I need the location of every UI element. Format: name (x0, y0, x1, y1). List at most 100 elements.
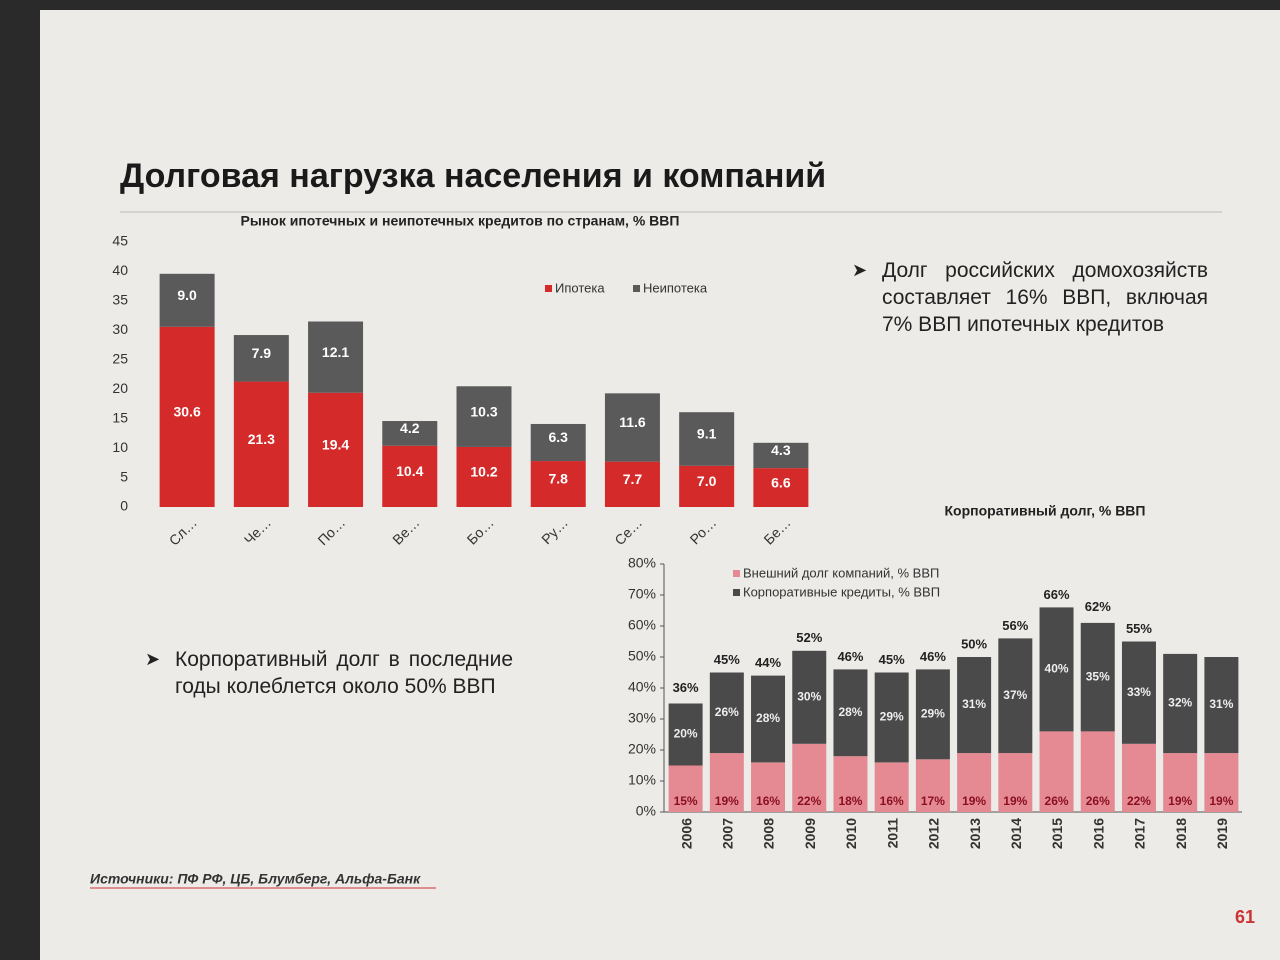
value-label: 19% (962, 794, 986, 808)
value-label: 10.2 (470, 464, 497, 480)
source: Источники: ПФ РФ, ЦБ, Блумберг, Альфа-Ба… (90, 871, 421, 887)
value-label: 19% (1209, 794, 1233, 808)
total-label: 66% (1044, 587, 1070, 602)
x-tick-label: 2007 (720, 818, 736, 849)
y-tick-label: 50% (628, 648, 656, 664)
total-label: 52% (796, 630, 822, 645)
value-label: 10.4 (396, 463, 423, 479)
bar-segment (1121, 743, 1156, 812)
page-number: 61 (1235, 907, 1255, 927)
value-label: 37% (1003, 688, 1027, 702)
value-label: 29% (921, 707, 945, 721)
total-label: 56% (1002, 618, 1028, 633)
bullet: Корпоративный долг в последние годы коле… (145, 646, 513, 700)
x-tick-label: 2014 (1008, 818, 1024, 849)
value-label: 32% (1168, 696, 1192, 710)
x-tick-label: 2019 (1214, 818, 1230, 849)
bar-segment (382, 445, 438, 507)
x-tick-label: 2015 (1049, 818, 1065, 849)
y-tick-label: 35 (112, 292, 128, 308)
y-tick-label: 0 (120, 498, 128, 514)
bar-segment (709, 672, 744, 754)
bar-segment (679, 412, 735, 466)
value-label: 33% (1127, 685, 1151, 699)
value-label: 7.7 (623, 471, 643, 487)
value-label: 28% (838, 705, 862, 719)
legend-label: Неипотека (643, 280, 708, 295)
y-tick-label: 20 (112, 380, 128, 396)
bar-segment (1163, 753, 1198, 812)
x-tick-label: 2016 (1090, 818, 1106, 849)
total-label: 62% (1085, 599, 1111, 614)
bar-segment (874, 672, 909, 763)
y-tick-label: 60% (628, 617, 656, 633)
legend-swatch (633, 285, 640, 292)
x-tick-label: 2008 (761, 818, 777, 849)
value-label: 28% (756, 711, 780, 725)
value-label: 11.6 (619, 414, 646, 430)
total-label: 45% (714, 652, 740, 667)
y-tick-label: 40% (628, 679, 656, 695)
bar-segment (530, 461, 586, 507)
total-label: 44% (755, 655, 781, 670)
x-tick-label: Бо… (464, 514, 497, 547)
bar-segment (233, 335, 289, 382)
bar-segment (1039, 607, 1074, 732)
bar-segment (915, 759, 950, 812)
value-label: 30% (797, 689, 821, 703)
value-label: 7.8 (548, 471, 568, 487)
value-label: 20% (674, 727, 698, 741)
bar-segment (751, 675, 786, 763)
bar-segment (679, 465, 735, 507)
x-tick-label: Сл… (166, 514, 200, 548)
value-label: 7.0 (697, 473, 717, 489)
value-label: 31% (962, 697, 986, 711)
x-tick-label: 2013 (967, 818, 983, 849)
value-label: 19.4 (322, 437, 349, 453)
value-label: 9.0 (177, 287, 197, 303)
bar-segment (792, 743, 827, 812)
y-tick-label: 45 (112, 233, 128, 249)
value-label: 12.1 (322, 344, 349, 360)
x-tick-label: Ро… (687, 514, 720, 547)
bar-segment (308, 321, 364, 393)
bar-segment (751, 762, 786, 812)
legend-swatch (545, 285, 552, 292)
x-tick-label: По… (314, 514, 348, 548)
x-tick-label: Ру… (538, 514, 571, 547)
value-label: 9.1 (697, 426, 717, 442)
bar-segment (1204, 657, 1239, 754)
y-tick-label: 10 (112, 439, 128, 455)
bar-segment (753, 442, 809, 469)
value-label: 6.3 (548, 429, 568, 445)
value-label: 26% (1045, 794, 1069, 808)
bar-segment (998, 638, 1033, 754)
x-tick-label: 2006 (678, 818, 694, 849)
bar-segment (668, 703, 703, 766)
value-label: 4.3 (771, 442, 791, 458)
y-tick-label: 0% (636, 803, 656, 819)
value-label: 7.9 (252, 345, 272, 361)
legend-swatch (733, 570, 740, 577)
x-tick-label: 2018 (1173, 818, 1189, 849)
x-tick-label: Ве… (389, 514, 422, 547)
total-label: 36% (673, 680, 699, 695)
value-label: 26% (715, 705, 739, 719)
value-label: 4.2 (400, 420, 420, 436)
x-tick-label: Че… (241, 514, 274, 547)
bar-segment (668, 765, 703, 812)
value-label: 26% (1086, 794, 1110, 808)
y-tick-label: 80% (628, 555, 656, 571)
y-tick-label: 40 (112, 262, 128, 278)
x-tick-label: Се… (611, 514, 645, 548)
chart-title: Корпоративный долг, % ВВП (945, 503, 1146, 519)
y-tick-label: 30% (628, 710, 656, 726)
x-tick-label: Бе… (760, 514, 793, 547)
bar-segment (957, 753, 992, 812)
bar-segment (874, 762, 909, 812)
total-label: 45% (879, 652, 905, 667)
bar-segment (753, 468, 809, 507)
y-tick-label: 25 (112, 350, 128, 366)
x-tick-label: 2010 (843, 818, 859, 849)
